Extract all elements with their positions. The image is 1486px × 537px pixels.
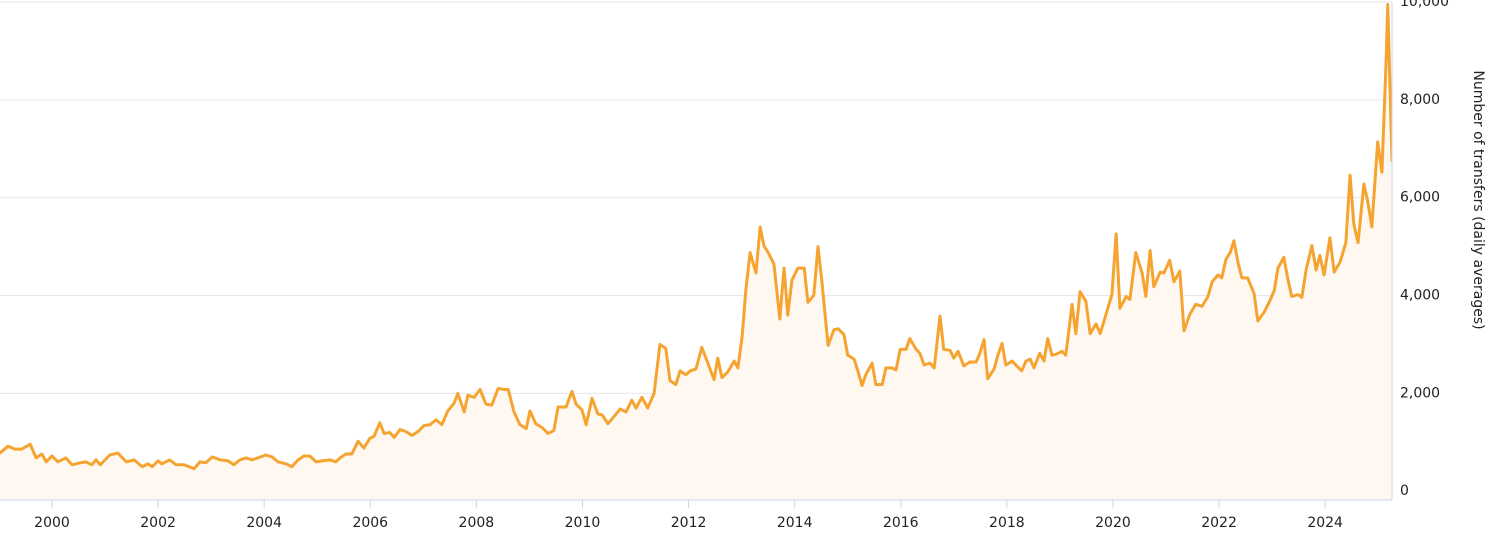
y-tick-label: 4,000 xyxy=(1400,288,1440,304)
x-tick-label: 2004 xyxy=(246,515,282,531)
x-tick-label: 2006 xyxy=(352,515,388,531)
y-tick-label: 10,000 xyxy=(1400,0,1449,10)
y-tick-label: 8,000 xyxy=(1400,92,1440,108)
x-tick-label: 2022 xyxy=(1201,515,1237,531)
y-axis-title: Number of transfers (daily averages) xyxy=(1470,70,1486,329)
y-tick-label: 2,000 xyxy=(1400,385,1440,401)
x-tick-label: 2018 xyxy=(989,515,1025,531)
x-tick-label: 2014 xyxy=(777,515,813,531)
x-tick-label: 2002 xyxy=(140,515,176,531)
series-line xyxy=(0,2,1392,471)
y-tick-label: 6,000 xyxy=(1400,190,1440,206)
plot-area xyxy=(0,2,1392,500)
x-tick-label: 2016 xyxy=(883,515,919,531)
y-tick-label: 0 xyxy=(1400,483,1409,499)
x-tick-label: 2008 xyxy=(459,515,495,531)
x-tick-label: 2012 xyxy=(671,515,707,531)
x-tick-label: 2024 xyxy=(1307,515,1343,531)
area-fill xyxy=(0,4,1392,500)
x-tick-label: 2010 xyxy=(565,515,601,531)
x-tick-label: 2020 xyxy=(1095,515,1131,531)
x-tick-label: 2000 xyxy=(34,515,70,531)
